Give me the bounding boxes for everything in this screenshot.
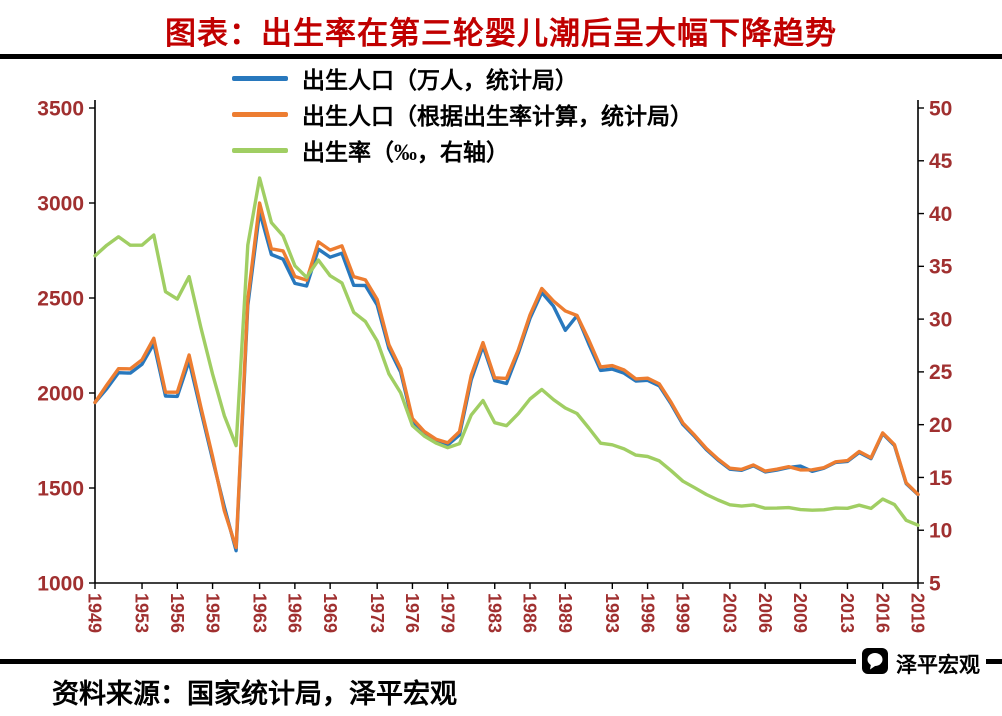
svg-text:1999: 1999 <box>673 593 693 633</box>
svg-text:20: 20 <box>929 414 952 437</box>
svg-text:1976: 1976 <box>402 593 422 633</box>
svg-text:2009: 2009 <box>790 593 810 633</box>
svg-text:5: 5 <box>929 572 941 595</box>
svg-text:2013: 2013 <box>837 593 857 633</box>
svg-text:50: 50 <box>929 97 952 120</box>
legend-line-swatch-blue <box>232 75 288 81</box>
svg-text:2016: 2016 <box>872 593 892 633</box>
legend-item-births-stat: 出生人口（万人，统计局） <box>232 64 693 93</box>
svg-text:40: 40 <box>929 203 952 226</box>
top-divider <box>0 54 1002 59</box>
chart-legend: 出生人口（万人，统计局） 出生人口（根据出生率计算，统计局） 出生率（‰，右轴） <box>232 64 693 165</box>
svg-text:1973: 1973 <box>367 593 387 633</box>
svg-text:1966: 1966 <box>285 593 305 633</box>
brand-logo-icon <box>862 648 888 679</box>
chart-title: 图表：出生率在第三轮婴儿潮后呈大幅下降趋势 <box>165 16 837 51</box>
svg-text:1996: 1996 <box>637 593 657 633</box>
svg-text:2006: 2006 <box>755 593 775 633</box>
svg-text:10: 10 <box>929 520 952 543</box>
svg-text:2500: 2500 <box>37 287 84 310</box>
svg-text:30: 30 <box>929 308 952 331</box>
svg-text:1500: 1500 <box>37 477 84 500</box>
svg-text:3500: 3500 <box>37 97 84 120</box>
svg-text:1956: 1956 <box>167 593 187 633</box>
svg-text:1959: 1959 <box>202 593 222 633</box>
legend-label: 出生人口（万人，统计局） <box>302 68 578 93</box>
svg-text:1989: 1989 <box>555 593 575 633</box>
legend-label: 出生率（‰，右轴） <box>302 140 509 165</box>
svg-text:1979: 1979 <box>437 593 457 633</box>
svg-text:2019: 2019 <box>908 593 928 633</box>
svg-text:1993: 1993 <box>602 593 622 633</box>
legend-line-swatch-green <box>232 147 288 153</box>
svg-text:45: 45 <box>929 150 953 173</box>
svg-text:3000: 3000 <box>37 192 84 215</box>
bottom-divider <box>0 659 1002 664</box>
svg-text:1000: 1000 <box>37 572 84 595</box>
source-note: 资料来源：国家统计局，泽平宏观 <box>52 679 457 709</box>
svg-text:1983: 1983 <box>484 593 504 633</box>
legend-item-births-calculated: 出生人口（根据出生率计算，统计局） <box>232 100 693 129</box>
svg-text:1963: 1963 <box>249 593 269 633</box>
svg-text:1986: 1986 <box>520 593 540 633</box>
brand-logo: 泽平宏观 <box>856 646 986 681</box>
svg-text:35: 35 <box>929 256 953 279</box>
svg-text:25: 25 <box>929 361 953 384</box>
legend-line-swatch-orange <box>232 111 288 117</box>
svg-text:2000: 2000 <box>37 382 84 405</box>
brand-logo-text: 泽平宏观 <box>896 652 980 677</box>
legend-item-birth-rate: 出生率（‰，右轴） <box>232 136 693 165</box>
svg-text:15: 15 <box>929 467 953 490</box>
svg-text:2003: 2003 <box>720 593 740 633</box>
legend-label: 出生人口（根据出生率计算，统计局） <box>302 104 693 129</box>
svg-text:1949: 1949 <box>85 593 105 633</box>
chart-svg: 3500 3000 2500 2000 1500 1000 50 45 40 35 30 25 20 15… <box>37 97 953 633</box>
svg-text:1969: 1969 <box>320 593 340 633</box>
svg-text:1953: 1953 <box>132 593 152 633</box>
